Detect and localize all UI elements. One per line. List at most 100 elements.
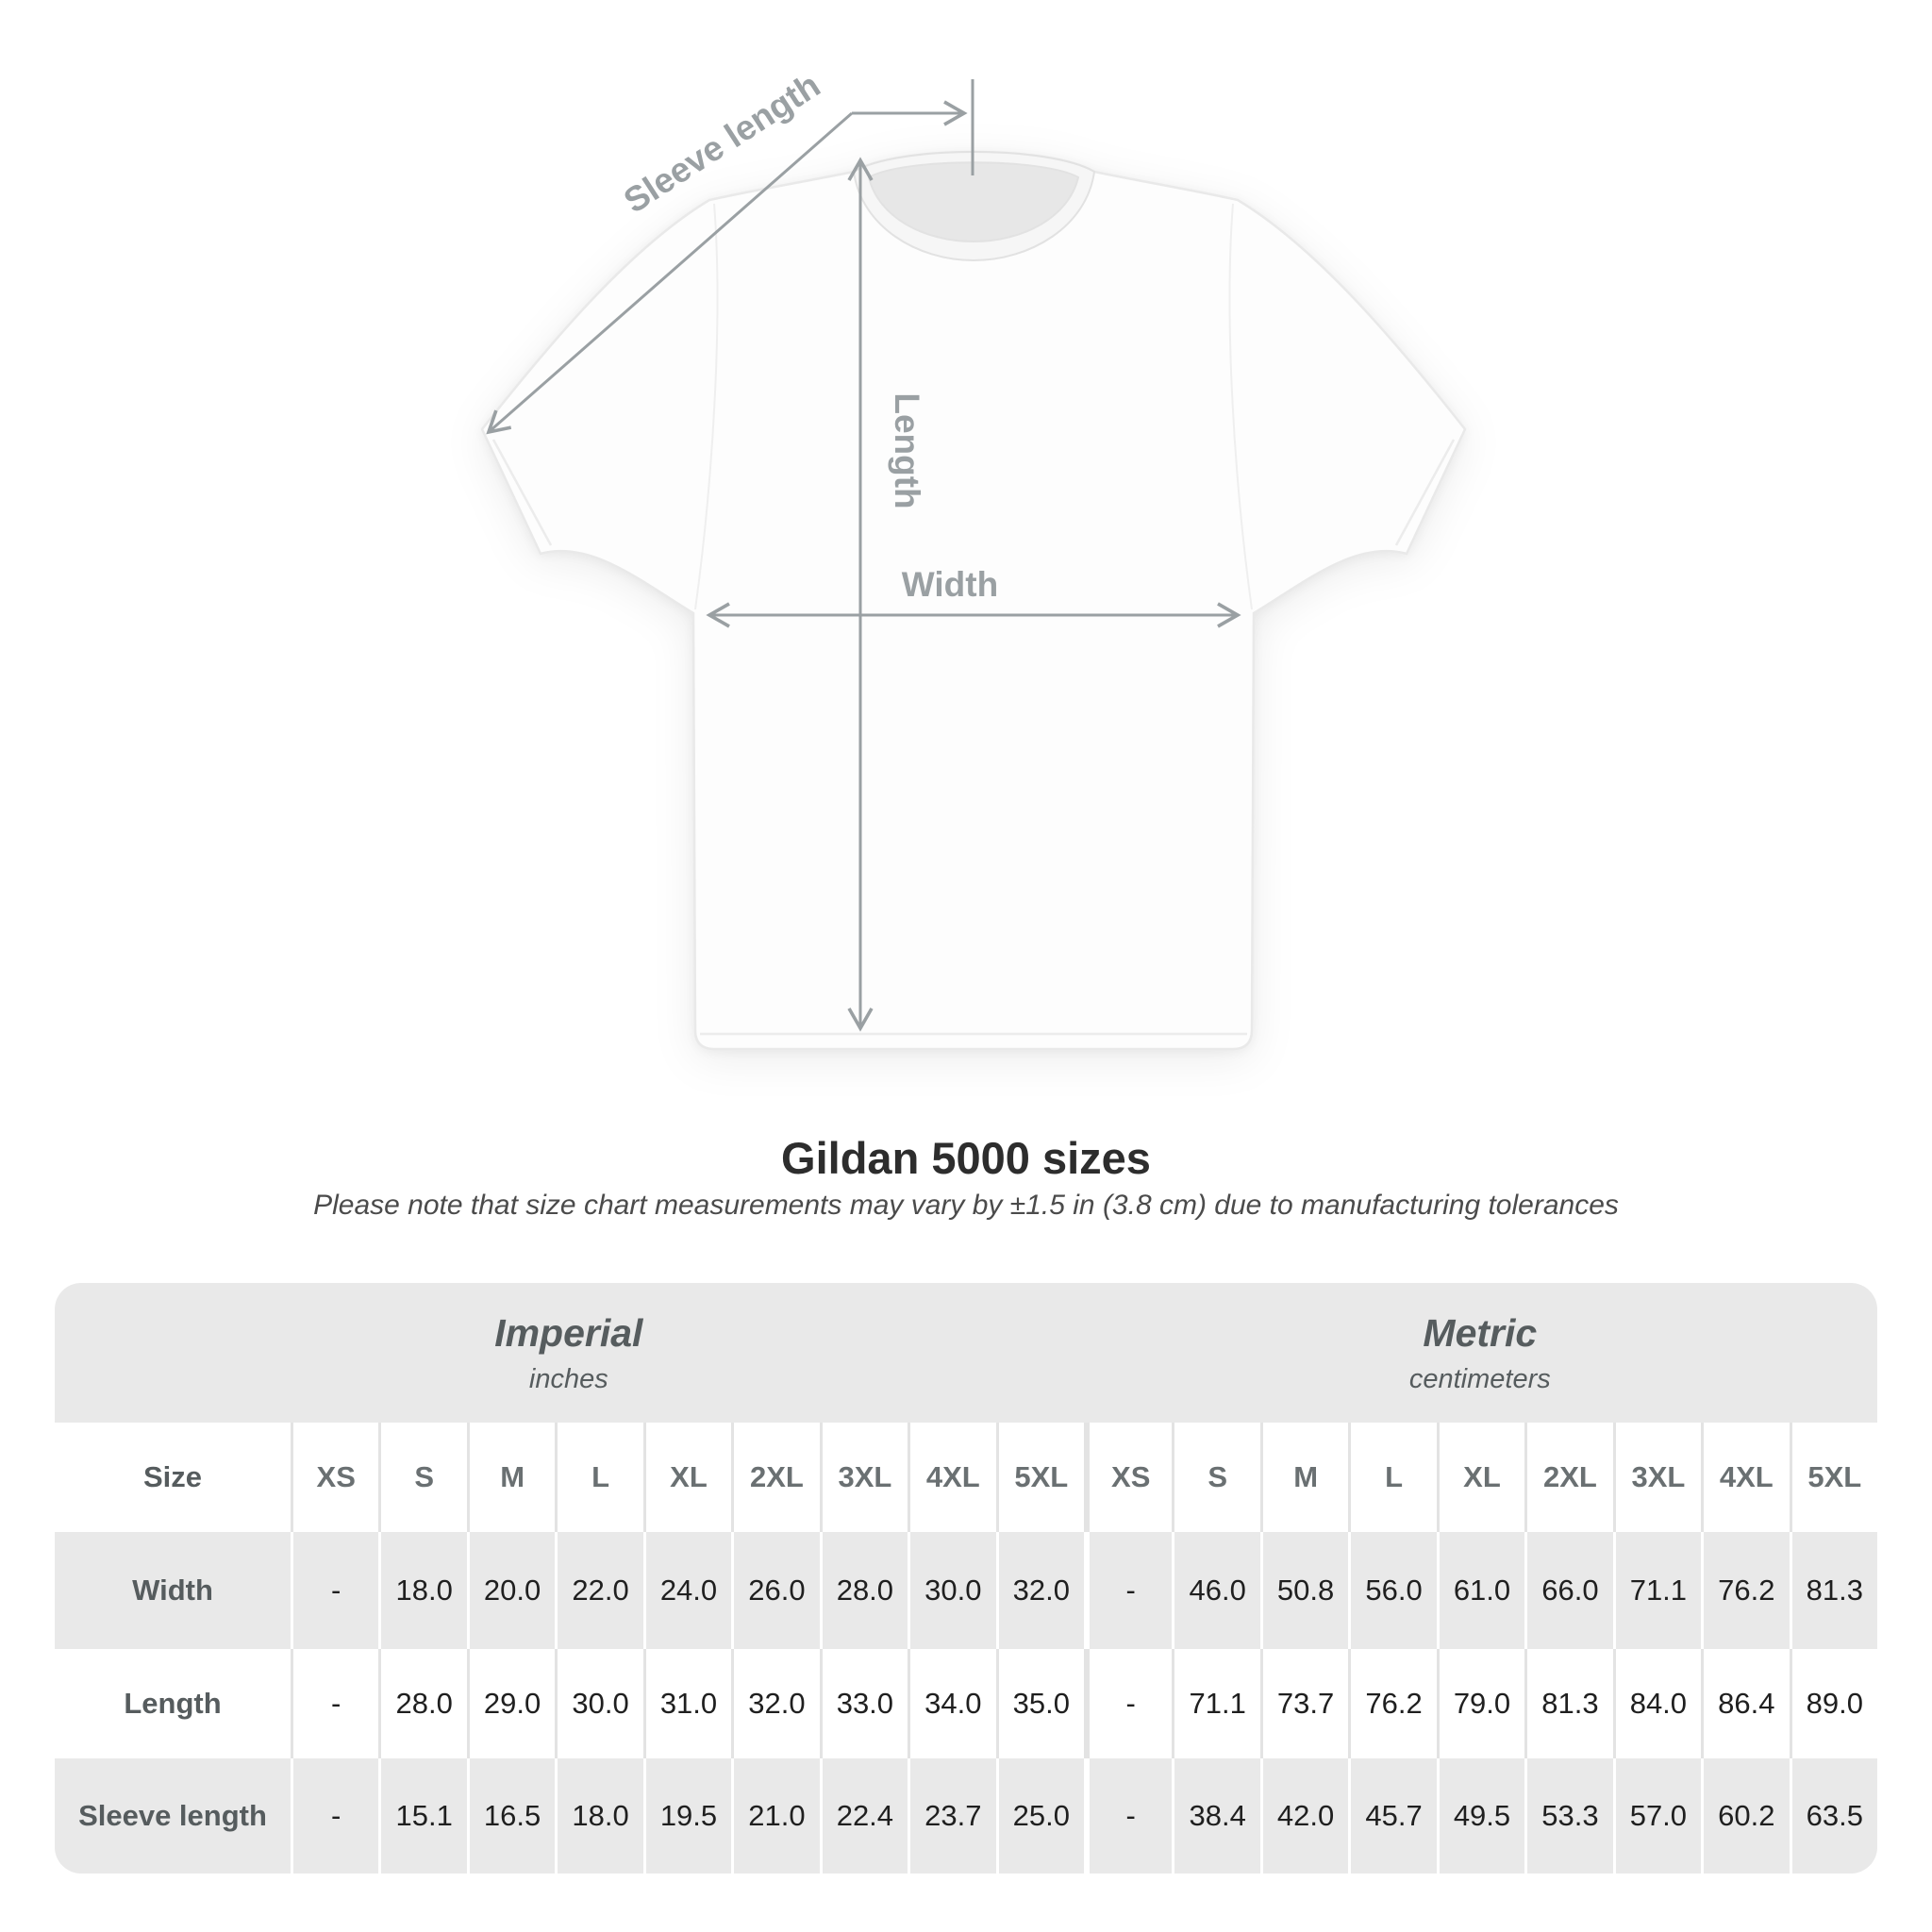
value-cell: 76.2 [1348, 1649, 1436, 1758]
value-cell: 38.4 [1172, 1758, 1259, 1874]
value-cell: 30.0 [555, 1649, 642, 1758]
size-header-cell: L [555, 1423, 642, 1532]
value-cell: 35.0 [995, 1649, 1084, 1758]
tshirt-measurement-diagram: Sleeve length Length Width [480, 65, 1467, 1051]
size-header-cell: XS [1083, 1423, 1172, 1532]
size-header-row: Size XS S M L XL 2XL 3XL 4XL 5XL XS S M … [55, 1423, 1877, 1532]
metric-title: Metric [1423, 1310, 1538, 1355]
value-cell: - [1083, 1758, 1172, 1874]
value-cell: 28.0 [378, 1649, 466, 1758]
value-cell: 22.0 [555, 1532, 642, 1649]
value-cell: 86.4 [1701, 1649, 1789, 1758]
value-cell: 71.1 [1612, 1532, 1701, 1649]
value-cell: 53.3 [1524, 1758, 1612, 1874]
value-cell: 84.0 [1612, 1649, 1701, 1758]
value-cell: 16.5 [466, 1758, 555, 1874]
value-cell: 49.5 [1436, 1758, 1524, 1874]
row-label: Sleeve length [78, 1799, 267, 1832]
value-cell: - [1083, 1532, 1172, 1649]
size-header-cell: S [378, 1423, 466, 1532]
size-header-cell: 3XL [819, 1423, 908, 1532]
table-row-length: Length - 28.0 29.0 30.0 31.0 32.0 33.0 3… [55, 1649, 1877, 1758]
metric-section-header: Metric centimeters [1083, 1311, 1877, 1395]
value-cell: - [291, 1758, 378, 1874]
size-header-cell: 2XL [731, 1423, 819, 1532]
value-cell: 34.0 [908, 1649, 995, 1758]
value-cell: 89.0 [1789, 1649, 1877, 1758]
value-cell: 71.1 [1172, 1649, 1259, 1758]
value-cell: 15.1 [378, 1758, 466, 1874]
value-cell: 57.0 [1612, 1758, 1701, 1874]
size-header-cell: M [1259, 1423, 1348, 1532]
size-header-cell: 5XL [1789, 1423, 1877, 1532]
size-header-cell: M [466, 1423, 555, 1532]
value-cell: 18.0 [378, 1532, 466, 1649]
imperial-section-header: Imperial inches [55, 1311, 1083, 1395]
value-cell: 29.0 [466, 1649, 555, 1758]
value-cell: 81.3 [1524, 1649, 1612, 1758]
value-cell: 79.0 [1436, 1649, 1524, 1758]
left-sleeve-seam [694, 203, 719, 610]
size-header-cell: XL [1436, 1423, 1524, 1532]
size-header-cell: XS [291, 1423, 378, 1532]
width-label: Width [902, 565, 998, 604]
value-cell: 19.5 [642, 1758, 731, 1874]
sleeve-length-arrow-diagonal [486, 111, 853, 435]
value-cell: 60.2 [1701, 1758, 1789, 1874]
value-cell: 56.0 [1348, 1532, 1436, 1649]
value-cell: 61.0 [1436, 1532, 1524, 1649]
metric-unit: centimeters [1408, 1363, 1551, 1394]
value-cell: - [291, 1649, 378, 1758]
value-cell: 30.0 [908, 1532, 995, 1649]
value-cell: 21.0 [731, 1758, 819, 1874]
value-cell: 66.0 [1524, 1532, 1612, 1649]
value-cell: 50.8 [1259, 1532, 1348, 1649]
left-cuff-seam [491, 439, 553, 546]
value-cell: 73.7 [1259, 1649, 1348, 1758]
size-chart-table: Imperial inches Metric centimeters Size … [55, 1283, 1877, 1874]
value-cell: 63.5 [1789, 1758, 1877, 1874]
value-cell: 23.7 [908, 1758, 995, 1874]
length-label: Length [888, 392, 926, 508]
size-corner-header: Size [142, 1460, 203, 1493]
size-header-cell: 4XL [908, 1423, 995, 1532]
unit-header-band: Imperial inches Metric centimeters [55, 1283, 1877, 1423]
table-row-width: Width - 18.0 20.0 22.0 24.0 26.0 28.0 30… [55, 1532, 1877, 1649]
size-header-cell: 3XL [1612, 1423, 1701, 1532]
table-row-sleeve-length: Sleeve length - 15.1 16.5 18.0 19.5 21.0… [55, 1758, 1877, 1874]
value-cell: 81.3 [1789, 1532, 1877, 1649]
page-title: Gildan 5000 sizes [781, 1133, 1151, 1183]
value-cell: 46.0 [1172, 1532, 1259, 1649]
tshirt-image [480, 150, 1467, 1051]
value-cell: 32.0 [731, 1649, 819, 1758]
value-cell: 42.0 [1259, 1758, 1348, 1874]
right-sleeve-seam [1228, 203, 1253, 610]
value-cell: 22.4 [819, 1758, 908, 1874]
page-subtitle: Please note that size chart measurements… [313, 1190, 1619, 1221]
value-cell: 32.0 [995, 1532, 1084, 1649]
imperial-unit: inches [528, 1363, 608, 1394]
size-header-cell: L [1348, 1423, 1436, 1532]
value-cell: 76.2 [1701, 1532, 1789, 1649]
size-header-cell: 4XL [1701, 1423, 1789, 1532]
value-cell: 45.7 [1348, 1758, 1436, 1874]
size-header-cell: 2XL [1524, 1423, 1612, 1532]
value-cell: - [291, 1532, 378, 1649]
value-cell: 25.0 [995, 1758, 1084, 1874]
size-header-cell: 5XL [995, 1423, 1084, 1532]
row-label: Width [132, 1574, 213, 1607]
value-cell: 26.0 [731, 1532, 819, 1649]
value-cell: 18.0 [555, 1758, 642, 1874]
size-header-cell: S [1172, 1423, 1259, 1532]
value-cell: 33.0 [819, 1649, 908, 1758]
value-cell: 20.0 [466, 1532, 555, 1649]
value-cell: 24.0 [642, 1532, 731, 1649]
right-cuff-seam [1394, 439, 1456, 546]
value-cell: - [1083, 1649, 1172, 1758]
collar-band [852, 151, 1096, 262]
value-cell: 31.0 [642, 1649, 731, 1758]
row-label: Length [124, 1687, 222, 1720]
imperial-title: Imperial [494, 1310, 643, 1355]
value-cell: 28.0 [819, 1532, 908, 1649]
